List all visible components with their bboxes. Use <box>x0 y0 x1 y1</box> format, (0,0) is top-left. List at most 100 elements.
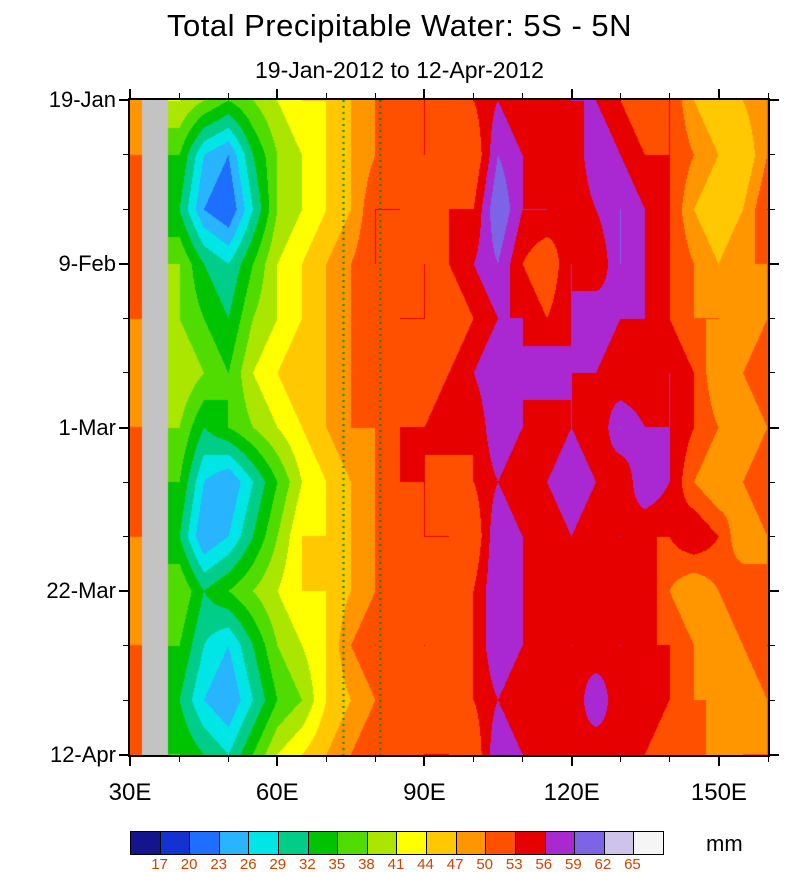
y-axis-tick-label: 1-Mar <box>58 414 116 440</box>
colorbar-tick-label: 53 <box>505 856 523 872</box>
colorbar-tick-label: 23 <box>210 856 227 872</box>
colorbar-cell <box>396 832 427 854</box>
axis-tick <box>770 536 775 538</box>
colorbar-tick-label: 59 <box>564 856 582 872</box>
colorbar-tick-label: 44 <box>417 856 434 872</box>
axis-tick <box>123 208 128 210</box>
colorbar-tick-label: 41 <box>387 856 405 872</box>
axis-tick <box>620 93 622 98</box>
chart-subtitle: 19-Jan-2012 to 12-Apr-2012 <box>255 57 544 83</box>
axis-tick <box>123 536 128 538</box>
y-axis-tick-label: 12-Apr <box>49 742 116 767</box>
axis-tick <box>423 757 426 766</box>
colorbar-cell <box>455 832 486 854</box>
axis-tick <box>570 757 573 766</box>
y-axis-tick-label: 9-Feb <box>58 250 116 276</box>
colorbar-cell <box>159 832 190 854</box>
axis-tick <box>227 93 229 98</box>
x-axis-tick-label: 150E <box>690 779 747 806</box>
colorbar-tick-label: 29 <box>269 856 287 872</box>
axis-tick <box>227 757 229 762</box>
colorbar-tick-label: 47 <box>446 856 464 872</box>
axis-tick <box>123 699 128 701</box>
axis-tick <box>123 372 128 374</box>
axis-tick <box>770 99 779 101</box>
axis-tick <box>669 757 671 762</box>
axis-tick <box>770 481 775 483</box>
axis-tick <box>374 757 376 762</box>
axis-tick <box>669 93 671 98</box>
x-axis-tick-label: 60E <box>255 779 299 806</box>
x-axis-tick-label: 30E <box>108 779 152 806</box>
colorbar-cell <box>131 832 160 854</box>
x-axis-tick-label: 90E <box>403 779 446 806</box>
colorbar-tick-label: 65 <box>624 856 641 872</box>
colorbar-cell <box>248 832 279 854</box>
axis-tick <box>325 93 327 98</box>
axis-tick <box>770 426 779 429</box>
axis-tick <box>522 93 524 98</box>
colorbar-cell <box>514 832 545 854</box>
colorbar-tick-label: 26 <box>239 856 257 872</box>
axis-tick <box>473 93 475 98</box>
axis-tick <box>770 590 779 593</box>
colorbar-tick-label: 35 <box>328 856 346 872</box>
colorbar-cell <box>633 832 663 854</box>
axis-tick <box>276 89 279 98</box>
axis-tick <box>123 645 128 647</box>
colorbar-tick-label: 32 <box>298 856 316 872</box>
colorbar-cell <box>337 832 367 854</box>
axis-tick <box>473 757 475 762</box>
axis-tick <box>620 757 622 762</box>
axis-tick <box>770 699 775 701</box>
axis-tick <box>767 757 769 762</box>
axis-tick <box>119 590 128 593</box>
axis-tick <box>767 93 769 98</box>
axis-tick <box>770 154 775 156</box>
colorbar-cell <box>574 832 604 854</box>
axis-tick <box>119 426 128 429</box>
colorbar-cell <box>544 832 575 854</box>
chart-title: Total Precipitable Water: 5S - 5N <box>166 8 633 43</box>
axis-tick <box>522 757 524 762</box>
axis-tick <box>129 757 131 766</box>
axis-tick <box>123 481 128 483</box>
x-axis-tick-label: 120E <box>543 779 600 806</box>
y-axis-tick-label: 19-Jan <box>48 87 116 112</box>
y-axis-tick-label: 22-Mar <box>46 578 116 604</box>
axis-tick <box>119 754 128 756</box>
colorbar-cell <box>603 832 634 854</box>
colorbar-tick-label: 17 <box>151 856 168 872</box>
axis-tick <box>423 89 426 98</box>
axis-tick <box>129 89 131 98</box>
colorbar-cell <box>307 832 338 854</box>
axis-tick <box>374 93 376 98</box>
axis-tick <box>717 89 720 98</box>
axis-tick <box>325 757 327 762</box>
axis-tick <box>717 757 720 766</box>
colorbar-tick-label: 50 <box>476 856 493 872</box>
axis-tick <box>770 317 775 319</box>
heatmap-canvas <box>130 100 768 755</box>
axis-tick <box>770 262 779 265</box>
units-label: mm <box>706 831 743 856</box>
axis-tick <box>570 89 573 98</box>
colorbar-cell <box>366 832 397 854</box>
colorbar-cell <box>218 832 249 854</box>
colorbar-tick-label: 38 <box>358 856 375 872</box>
colorbar-cell <box>278 832 308 854</box>
colorbar-cell <box>189 832 219 854</box>
colorbar <box>130 831 664 855</box>
axis-tick <box>276 757 279 766</box>
axis-tick <box>770 754 779 756</box>
axis-tick <box>770 645 775 647</box>
axis-tick <box>770 208 775 210</box>
axis-tick <box>123 317 128 319</box>
colorbar-tick-label: 20 <box>180 856 198 872</box>
colorbar-cell <box>426 832 456 854</box>
colorbar-tick-label: 62 <box>594 856 612 872</box>
axis-tick <box>770 372 775 374</box>
axis-tick <box>178 757 180 762</box>
axis-tick <box>119 99 128 101</box>
